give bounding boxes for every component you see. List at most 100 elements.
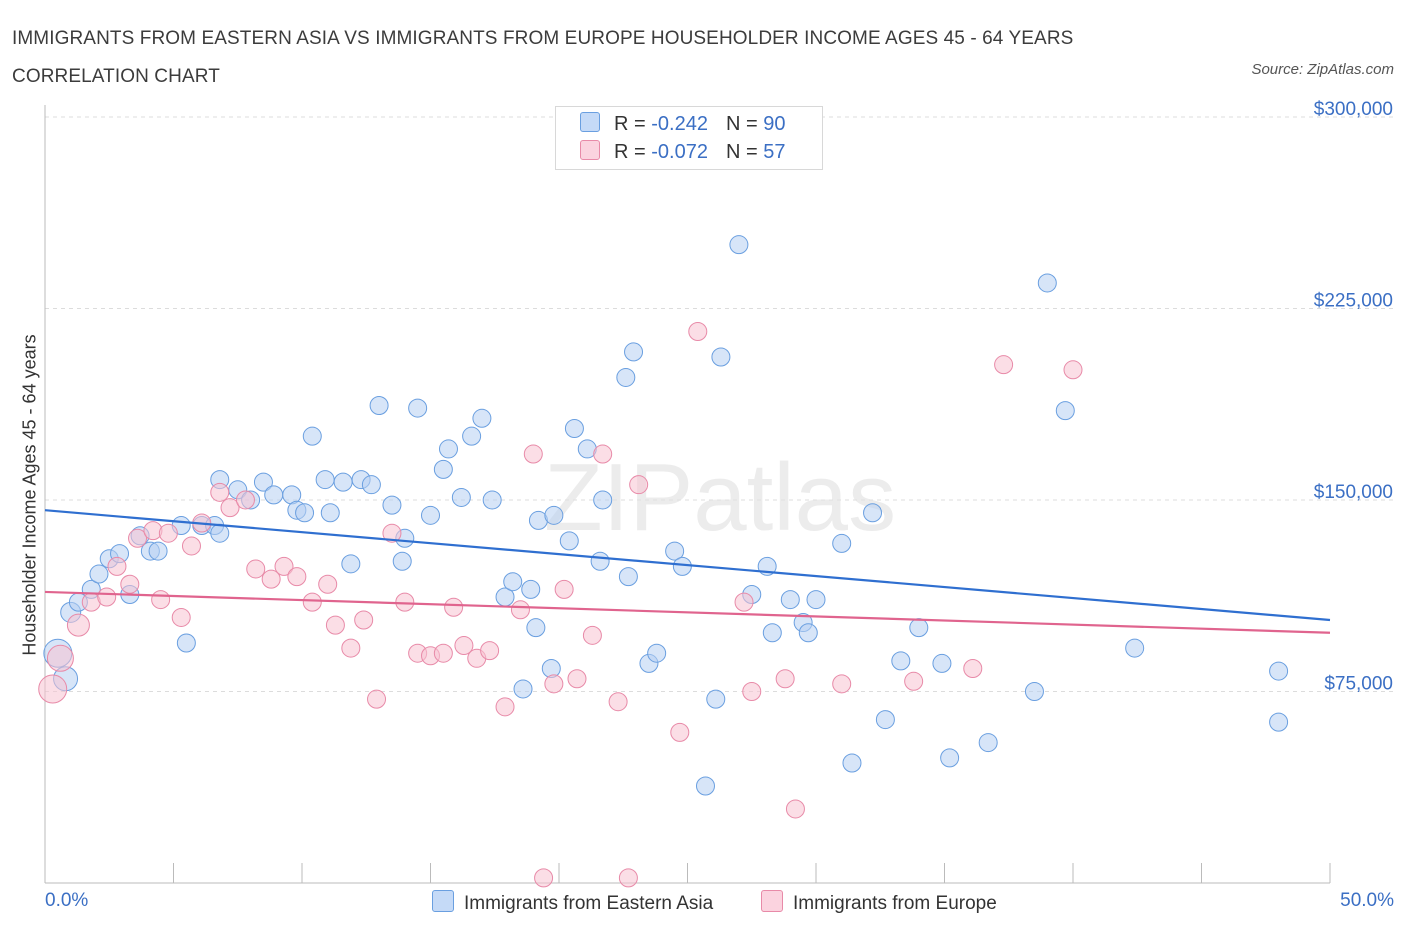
y-tick-labels: $75,000 $150,000 $225,000 $300,000 bbox=[1314, 99, 1393, 695]
data-point bbox=[210, 523, 230, 543]
data-point bbox=[1125, 638, 1145, 658]
data-point bbox=[647, 643, 667, 663]
n-label: N = bbox=[725, 113, 758, 135]
data-point bbox=[451, 487, 471, 507]
data-point bbox=[706, 689, 726, 709]
stats-legend: R = -0.242 N = 90 R = -0.072 N = 57 bbox=[555, 106, 823, 170]
data-point bbox=[482, 490, 502, 510]
legend-label: Immigrants from Europe bbox=[793, 893, 997, 914]
data-point bbox=[526, 618, 546, 638]
source-label: Source: ZipAtlas.com bbox=[1251, 61, 1394, 78]
data-point bbox=[629, 475, 649, 495]
y-tick-label: $150,000 bbox=[1314, 482, 1393, 503]
data-point bbox=[909, 618, 929, 638]
data-point bbox=[444, 597, 464, 617]
data-point bbox=[354, 610, 374, 630]
grid bbox=[45, 116, 1395, 692]
data-point bbox=[382, 495, 402, 515]
data-point bbox=[593, 444, 613, 464]
n-value: 57 bbox=[763, 141, 786, 163]
legend-item-eastern-asia: Immigrants from Eastern Asia bbox=[432, 890, 713, 915]
data-point bbox=[462, 426, 482, 446]
data-point bbox=[433, 643, 453, 663]
data-point bbox=[97, 587, 117, 607]
data-point bbox=[264, 485, 284, 505]
r-value: -0.072 bbox=[651, 141, 708, 163]
data-point bbox=[798, 623, 818, 643]
data-point bbox=[151, 590, 171, 610]
data-point bbox=[762, 623, 782, 643]
data-point bbox=[120, 574, 140, 594]
data-point bbox=[832, 533, 852, 553]
data-point bbox=[438, 439, 458, 459]
data-point bbox=[608, 692, 628, 712]
data-point bbox=[1269, 661, 1289, 681]
data-point bbox=[564, 419, 584, 439]
data-point bbox=[780, 590, 800, 610]
data-point bbox=[842, 753, 862, 773]
data-point bbox=[333, 472, 353, 492]
series-europe bbox=[38, 321, 1083, 888]
data-point bbox=[480, 641, 500, 661]
data-point bbox=[287, 567, 307, 587]
data-point bbox=[806, 590, 826, 610]
data-point bbox=[729, 235, 749, 255]
stats-row-eastern-asia: R = -0.242 N = 90 bbox=[580, 112, 785, 138]
data-point bbox=[181, 536, 201, 556]
data-point bbox=[210, 482, 230, 502]
data-point bbox=[1024, 682, 1044, 701]
data-point bbox=[341, 554, 361, 574]
data-point bbox=[367, 689, 387, 709]
data-point bbox=[235, 490, 255, 510]
data-point bbox=[963, 659, 983, 679]
data-point bbox=[672, 556, 692, 576]
data-point bbox=[521, 579, 541, 599]
data-point bbox=[544, 674, 564, 694]
data-point bbox=[261, 569, 281, 589]
legend-item-europe: Immigrants from Europe bbox=[761, 890, 997, 915]
y-tick-label: $75,000 bbox=[1324, 674, 1393, 695]
data-point bbox=[89, 564, 109, 584]
n-label: N = bbox=[725, 141, 758, 163]
data-point bbox=[534, 868, 554, 888]
x-tick-label-max: 50.0% bbox=[1340, 890, 1394, 911]
data-point bbox=[274, 556, 294, 576]
legend-label: Immigrants from Eastern Asia bbox=[464, 893, 714, 914]
data-point bbox=[107, 556, 127, 576]
data-point bbox=[742, 682, 762, 701]
data-point bbox=[253, 472, 273, 492]
legend-swatch-eastern-asia bbox=[580, 112, 600, 132]
data-point bbox=[618, 567, 638, 587]
n-value: 90 bbox=[763, 113, 786, 135]
data-point bbox=[863, 503, 883, 523]
legend-swatch-eastern-asia bbox=[432, 890, 454, 912]
data-point bbox=[392, 551, 412, 571]
data-point bbox=[421, 505, 440, 525]
data-point bbox=[341, 638, 361, 658]
y-tick-label: $300,000 bbox=[1314, 99, 1393, 120]
data-point bbox=[302, 592, 322, 612]
y-axis-label: Householder Income Ages 45 - 64 years bbox=[19, 334, 40, 656]
data-point bbox=[940, 748, 960, 768]
data-point bbox=[158, 523, 178, 543]
stats-row-europe: R = -0.072 N = 57 bbox=[580, 140, 785, 166]
x-tick-label-min: 0.0% bbox=[45, 890, 89, 911]
data-point bbox=[891, 651, 911, 671]
data-point bbox=[904, 671, 924, 691]
data-point bbox=[495, 697, 515, 717]
data-point bbox=[875, 710, 895, 730]
trend-lines bbox=[44, 509, 1331, 634]
data-point bbox=[670, 722, 690, 742]
data-point bbox=[832, 674, 852, 694]
data-point bbox=[1269, 712, 1289, 732]
data-point bbox=[38, 674, 68, 704]
trend-line bbox=[44, 509, 1331, 622]
data-point bbox=[544, 505, 564, 525]
data-point bbox=[785, 799, 805, 819]
data-point bbox=[382, 523, 402, 543]
data-point bbox=[559, 531, 579, 551]
data-point bbox=[302, 426, 322, 446]
data-point bbox=[695, 776, 715, 796]
data-point bbox=[246, 559, 266, 579]
